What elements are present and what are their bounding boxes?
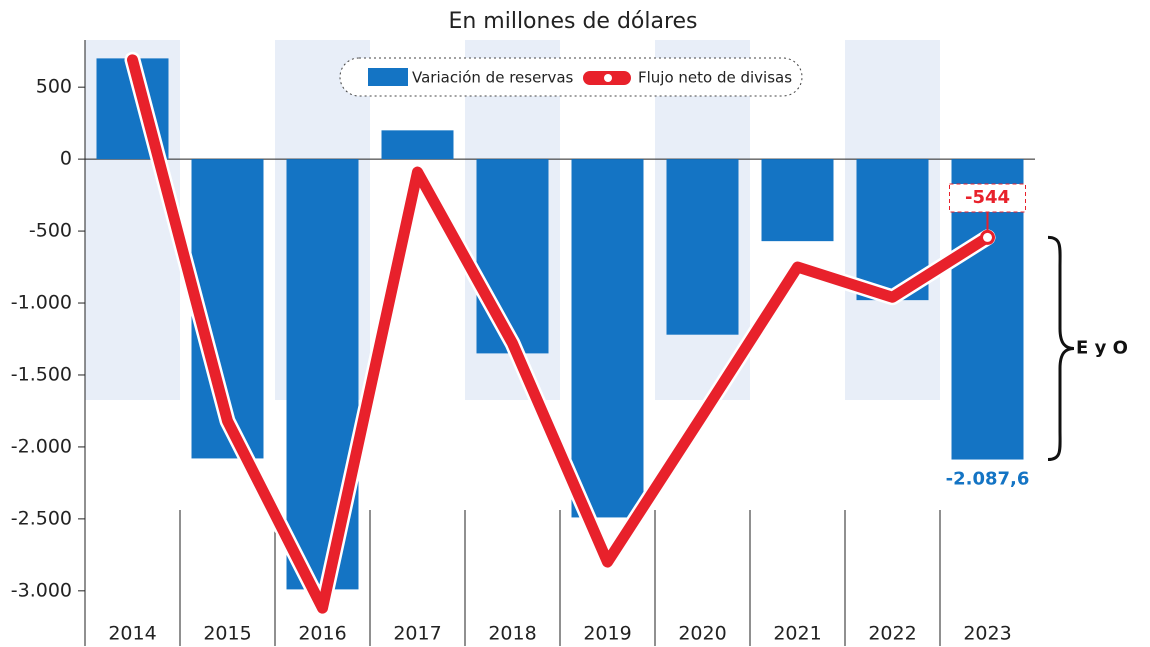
x-tick-label: 2023 bbox=[963, 623, 1011, 645]
value-label: -2.087,6 bbox=[946, 469, 1030, 490]
y-tick-label: 500 bbox=[36, 76, 72, 98]
y-tick-label: -1.000 bbox=[11, 292, 72, 314]
y-tick-label: -1.500 bbox=[11, 363, 72, 385]
legend-swatch bbox=[368, 68, 408, 86]
line-end-marker bbox=[980, 229, 995, 245]
y-tick-label: 0 bbox=[60, 148, 72, 170]
y-tick-label: -3.000 bbox=[11, 579, 72, 601]
x-tick-label: 2016 bbox=[298, 623, 346, 645]
legend: Variación de reservas Flujo neto de divis… bbox=[339, 57, 803, 97]
y-tick-label: -2.000 bbox=[11, 435, 72, 457]
y-tick-label: -2.500 bbox=[11, 507, 72, 529]
line bbox=[127, 54, 993, 614]
x-tick-label: 2019 bbox=[583, 623, 631, 645]
bar bbox=[381, 130, 454, 160]
label-box bbox=[949, 183, 1026, 213]
x-tick-label: 2015 bbox=[203, 623, 251, 645]
x-tick-label: 2017 bbox=[393, 623, 441, 645]
annotation: E y O bbox=[1076, 337, 1128, 358]
bar bbox=[666, 159, 739, 335]
legend-marker bbox=[604, 74, 612, 82]
x-tick-label: 2021 bbox=[773, 623, 821, 645]
value-label: -544 bbox=[965, 187, 1010, 208]
x-tick-label: 2020 bbox=[678, 623, 726, 645]
bar bbox=[571, 159, 644, 518]
chart-title: En millones de dólares bbox=[448, 9, 697, 34]
x-tick-label: 2022 bbox=[868, 623, 916, 645]
x-tick-label: 2018 bbox=[488, 623, 536, 645]
legend-label: Variación de reservas bbox=[412, 69, 574, 87]
brace bbox=[1047, 235, 1075, 462]
y-tick-label: -500 bbox=[29, 220, 72, 242]
legend-label: Flujo neto de divisas bbox=[638, 69, 792, 87]
x-tick-label: 2014 bbox=[108, 623, 156, 645]
legend-box bbox=[339, 57, 803, 97]
bar bbox=[476, 159, 549, 354]
bar bbox=[761, 159, 834, 242]
